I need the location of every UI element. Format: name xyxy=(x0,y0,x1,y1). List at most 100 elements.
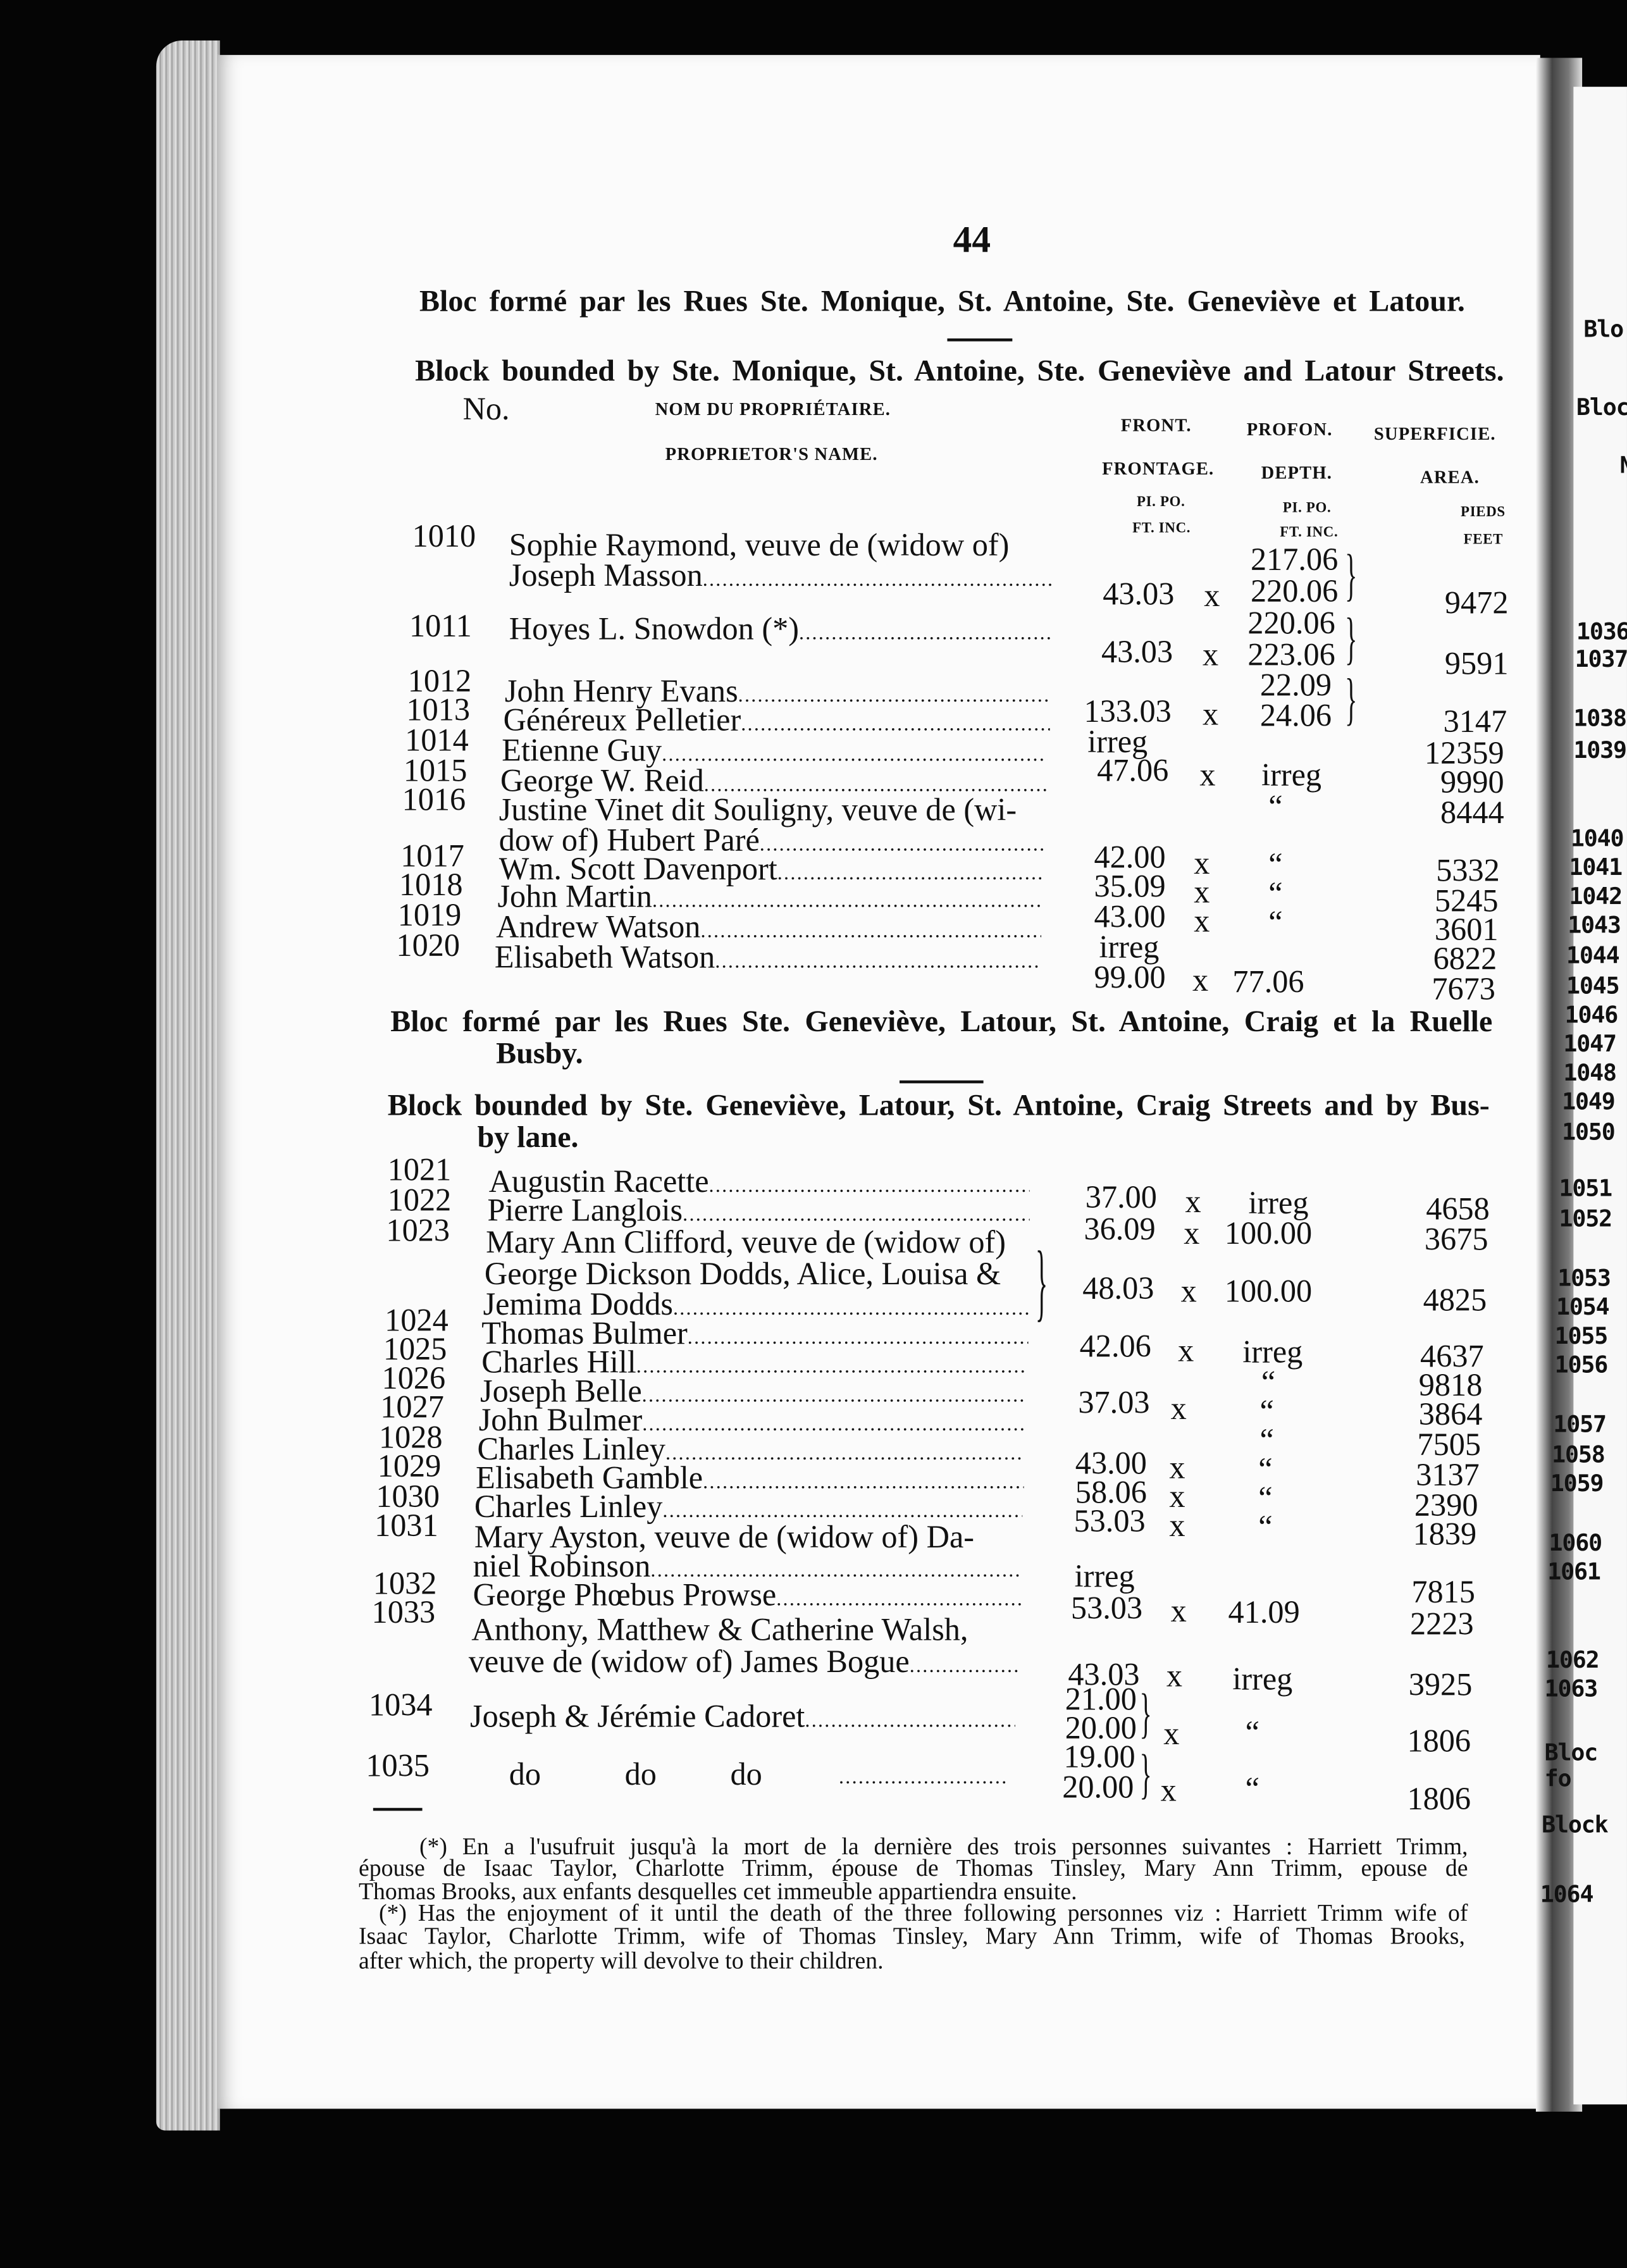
frontage-value: 42.00 xyxy=(1094,838,1166,875)
lot-number: 1014 xyxy=(405,721,469,757)
lot-number: 1010 xyxy=(412,517,476,554)
frontage-value: 20.00 xyxy=(1065,1709,1137,1745)
depth-value: 41.09 xyxy=(1228,1593,1300,1630)
owner-name-text: Charles Linley xyxy=(474,1492,663,1524)
lot-number: 1020 xyxy=(396,926,461,963)
section-title-fr: Bloc formé par les Rues Ste. Monique, St… xyxy=(419,283,1465,318)
depth-value: “ xyxy=(1268,903,1283,939)
footnote-line: (*) Has the enjoyment of it until the de… xyxy=(378,1899,1468,1927)
owner-name-text: George Phœbus Prowse xyxy=(473,1580,777,1612)
frontage-value: 53.03 xyxy=(1073,1502,1146,1539)
dot-leader xyxy=(673,1289,1030,1323)
times-mark: x xyxy=(1180,1272,1197,1308)
area-value: 9591 xyxy=(1444,644,1509,681)
owner-name-text: veuve de (widow of) James Bogue xyxy=(468,1646,910,1679)
lot-number: 1033 xyxy=(371,1593,436,1630)
depth-value: 22.09 xyxy=(1259,666,1332,702)
owner-name-text: niel Robinson xyxy=(473,1551,651,1583)
lot-number: 1034 xyxy=(368,1685,433,1722)
lot-number: 1023 xyxy=(386,1211,450,1248)
title-divider xyxy=(947,338,1013,342)
frontage-value: 37.00 xyxy=(1085,1178,1157,1215)
page-number: 44 xyxy=(953,218,991,261)
column-header-no: No. xyxy=(462,390,510,426)
owner-name-text: Thomas Bulmer xyxy=(481,1318,688,1351)
footnote-line: after which, the property will devolve t… xyxy=(358,1947,884,1974)
owner-name-text: Elisabeth Gamble xyxy=(476,1463,703,1495)
column-header-front-en: FRONTAGE. xyxy=(1102,458,1215,479)
times-mark: x xyxy=(1169,1506,1185,1543)
frontage-value: 43.03 xyxy=(1101,633,1173,669)
facing-page-heading: Bloc xyxy=(1576,393,1627,421)
column-header-depth-en: DEPTH. xyxy=(1261,462,1333,483)
lot-number: 1035 xyxy=(366,1746,430,1783)
frontage-value: 20.00 xyxy=(1062,1768,1134,1805)
area-value: 9990 xyxy=(1440,762,1504,800)
owner-name-text: Andrew Watson xyxy=(496,912,701,944)
depth-value: 100.00 xyxy=(1224,1272,1313,1308)
facing-page-lot-number: 1055 xyxy=(1554,1322,1609,1350)
owner-name-text: dow of) Hubert Paré xyxy=(498,825,760,857)
times-mark: x xyxy=(1163,1714,1180,1751)
lot-number: 1025 xyxy=(383,1330,447,1366)
owner-name: Généreux Pelletier xyxy=(504,705,1050,739)
frontage-value: 43.00 xyxy=(1094,897,1166,934)
frontage-value: 42.06 xyxy=(1079,1327,1151,1363)
area-value: 9472 xyxy=(1444,583,1509,620)
frontage-value: 48.03 xyxy=(1082,1269,1154,1306)
owner-name: Mary Ann Clifford, veuve de (widow of) xyxy=(486,1222,1006,1260)
lot-number: 1022 xyxy=(387,1180,452,1217)
facing-page-lot-number: 1044 xyxy=(1566,941,1620,969)
depth-value: “ xyxy=(1268,845,1283,882)
section-title-en: Block bounded by Ste. Geneviève, Latour,… xyxy=(387,1088,1490,1123)
times-mark: x xyxy=(1199,755,1216,792)
owner-name-text: Hoyes L. Snowdon (*) xyxy=(509,614,799,646)
dot-leader xyxy=(665,1434,1024,1468)
footnote-line: Thomas Brooks, aux enfants desquelles ce… xyxy=(358,1877,1077,1905)
times-mark: x xyxy=(1204,576,1220,613)
facing-page-lot-number: 1060 xyxy=(1549,1528,1603,1556)
facing-page-lot-number: 1045 xyxy=(1566,972,1620,1000)
frontage-value: 43.03 xyxy=(1103,574,1175,611)
facing-page-lot-number: 1053 xyxy=(1557,1264,1611,1292)
dot-leader xyxy=(700,912,1041,945)
dot-leader xyxy=(688,1318,1029,1352)
depth-value: 24.06 xyxy=(1259,696,1332,733)
dot-leader xyxy=(799,614,1053,647)
curly-brace: } xyxy=(1345,666,1358,732)
facing-page-lot-number: 1051 xyxy=(1559,1174,1613,1202)
times-mark: x xyxy=(1194,902,1210,938)
times-mark: x xyxy=(1178,1331,1194,1368)
dot-leader xyxy=(703,1463,1024,1496)
lot-number: 1031 xyxy=(374,1506,438,1543)
owner-name: George W. Reid xyxy=(500,766,1047,800)
area-value: 9818 xyxy=(1418,1366,1483,1403)
front-unit-en: FT. INC. xyxy=(1132,521,1191,537)
times-mark: x xyxy=(1169,1448,1185,1485)
owner-name: Etienne Guy xyxy=(502,736,1047,769)
times-mark: x xyxy=(1202,635,1219,672)
depth-unit-fr: PI. PO. xyxy=(1282,500,1332,517)
facing-page-heading: N xyxy=(1620,452,1627,479)
frontage-value: 53.03 xyxy=(1070,1589,1143,1625)
times-mark: x xyxy=(1160,1771,1177,1807)
facing-page-lot-number: 1054 xyxy=(1556,1292,1610,1321)
lot-number: 1030 xyxy=(376,1477,440,1514)
front-unit-fr: PI. PO. xyxy=(1136,494,1185,511)
facing-page-heading: Bloc fo xyxy=(1544,1738,1599,1792)
facing-page-lot-number: 1058 xyxy=(1552,1441,1605,1468)
area-value: 4637 xyxy=(1420,1337,1484,1373)
area-value: 7505 xyxy=(1417,1425,1482,1462)
lot-number: 1027 xyxy=(380,1387,444,1424)
lot-number: 1026 xyxy=(381,1358,446,1396)
facing-page-lot-number: 1038 xyxy=(1573,704,1627,732)
times-mark: x xyxy=(1194,843,1210,881)
frontage-value: irreg xyxy=(1074,1557,1135,1594)
lot-number: 1024 xyxy=(385,1301,449,1337)
depth-value: “ xyxy=(1261,1363,1276,1399)
area-value: 1806 xyxy=(1407,1780,1471,1816)
depth-unit-en: FT. INC. xyxy=(1280,524,1339,542)
dot-leader xyxy=(703,561,1053,594)
facing-page-lot-number: 1057 xyxy=(1553,1410,1607,1438)
